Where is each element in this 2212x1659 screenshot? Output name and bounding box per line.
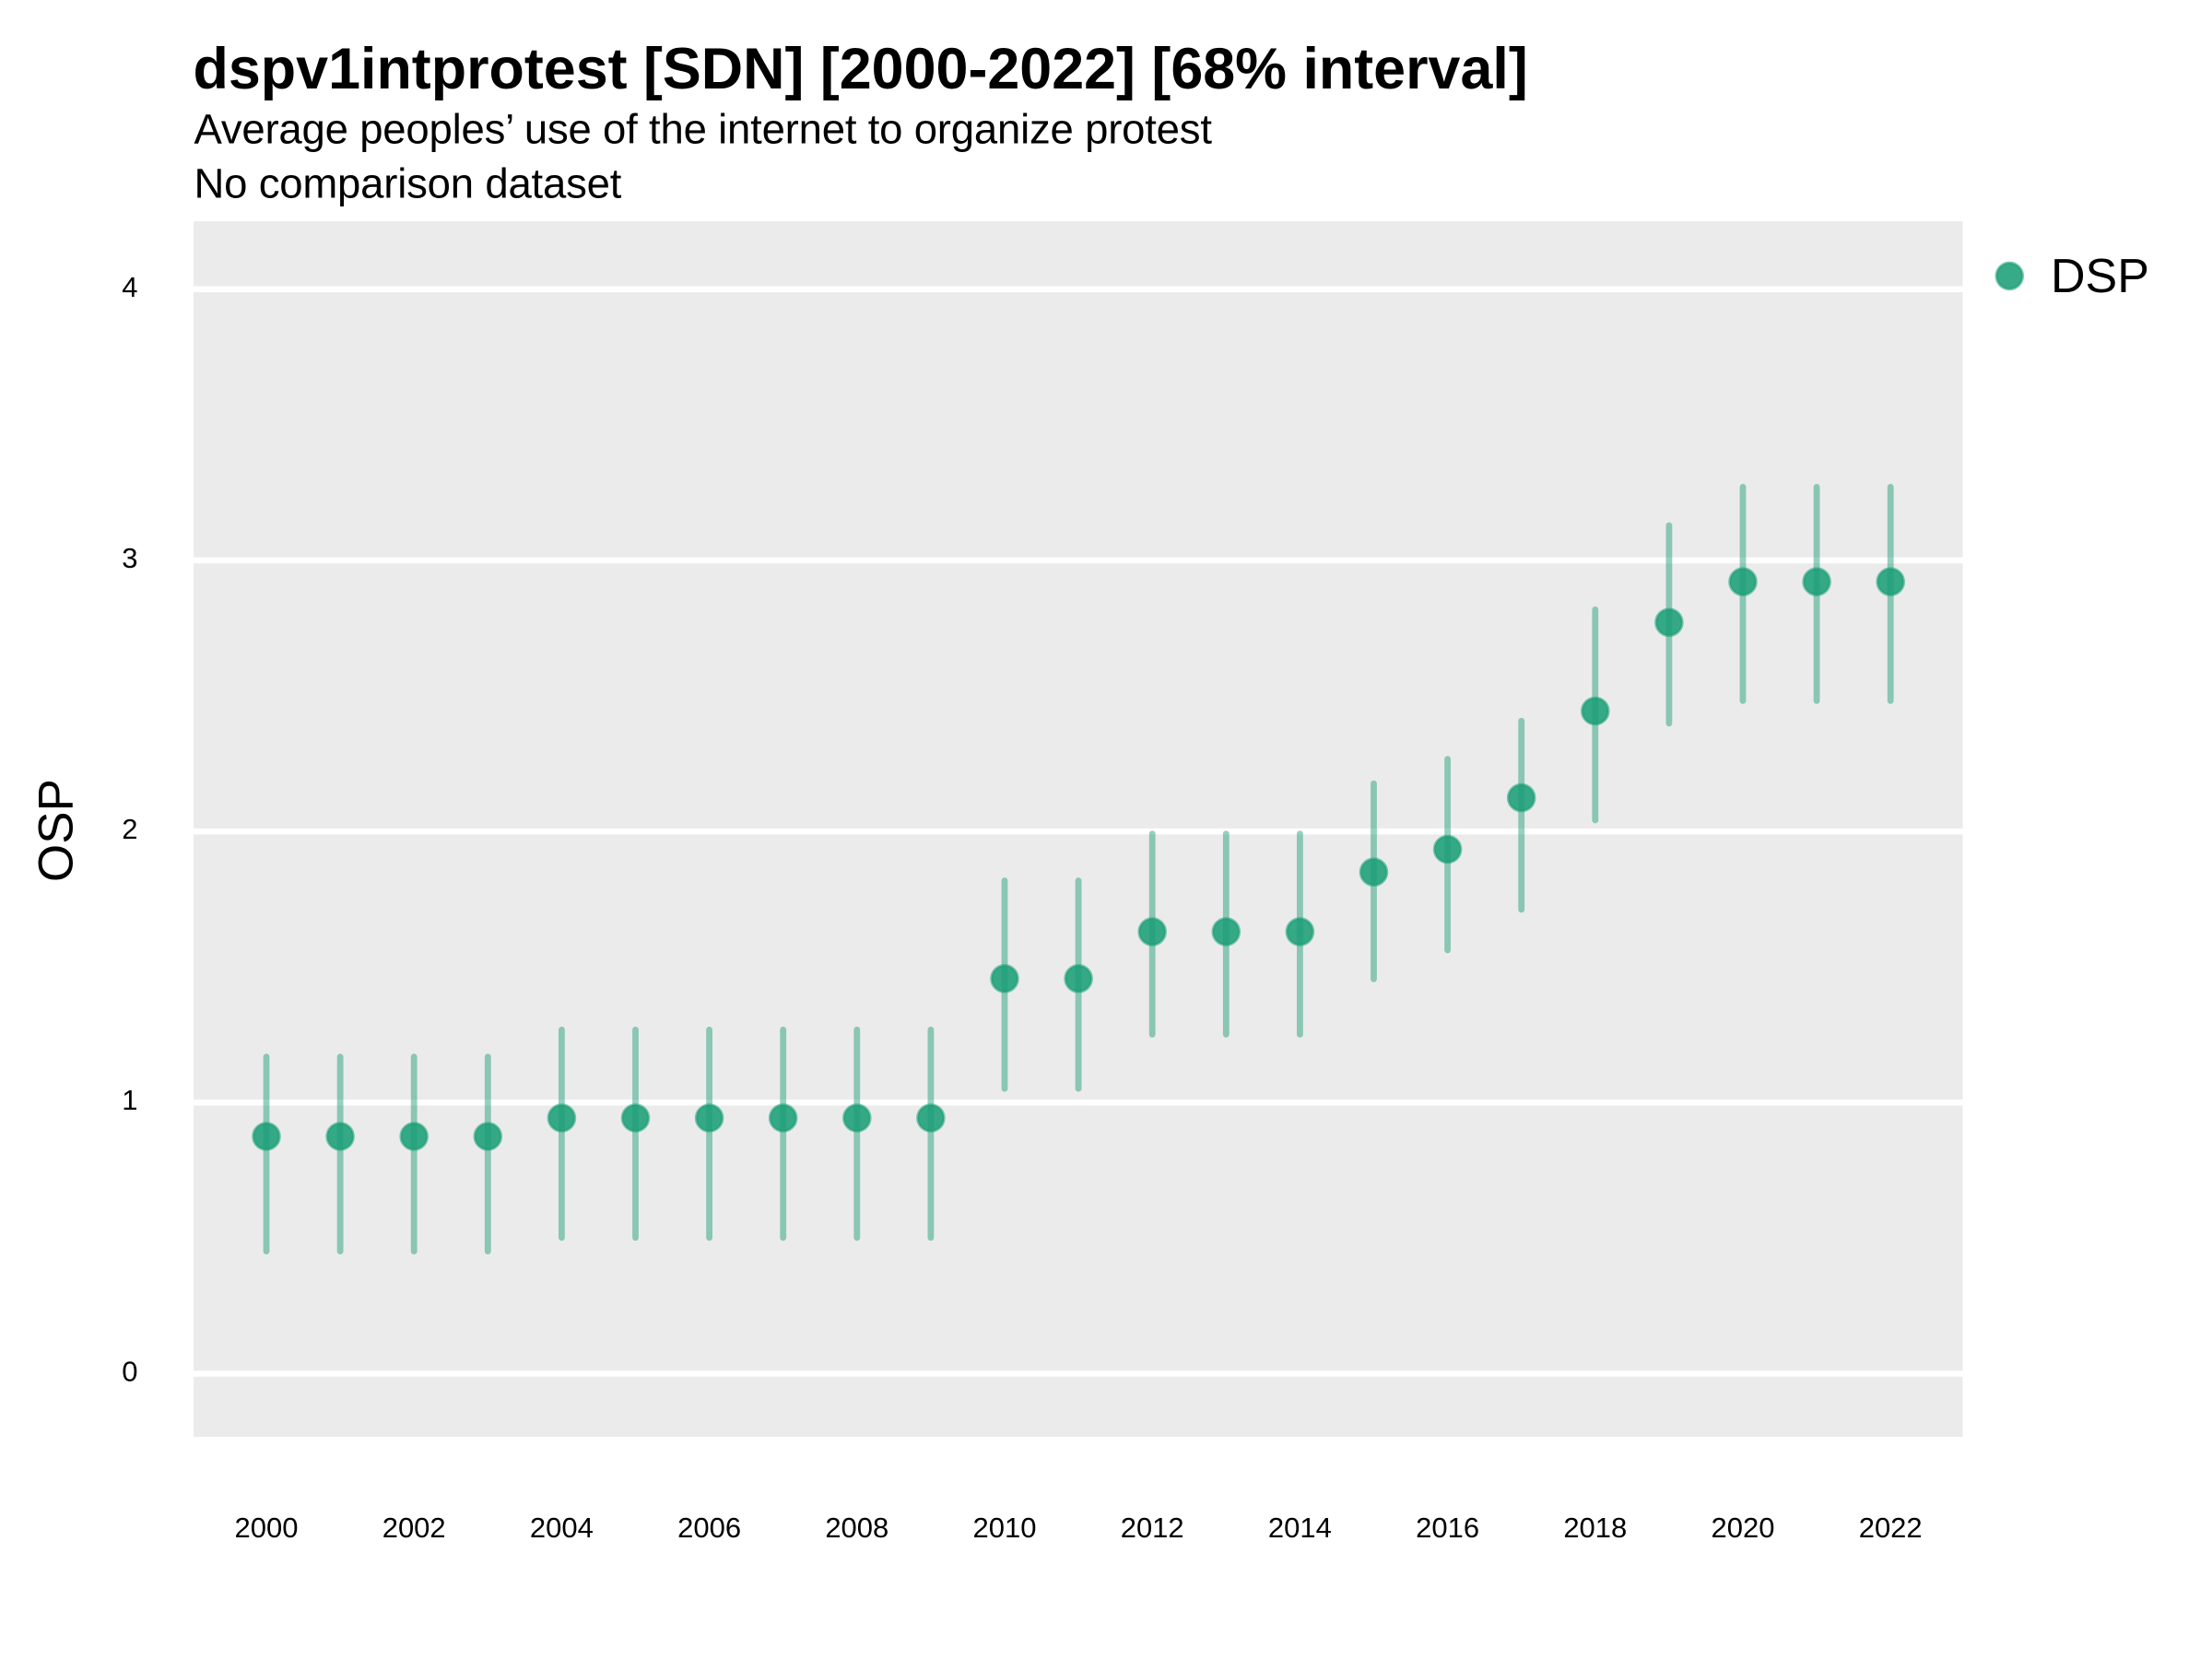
- svg-text:0: 0: [122, 1355, 137, 1387]
- svg-text:DSP: DSP: [2051, 250, 2149, 303]
- svg-text:1: 1: [122, 1084, 137, 1116]
- svg-text:2014: 2014: [1268, 1512, 1332, 1544]
- svg-text:2004: 2004: [530, 1512, 594, 1544]
- svg-text:2020: 2020: [1712, 1512, 1775, 1544]
- svg-text:2000: 2000: [235, 1512, 299, 1544]
- svg-text:Average peoples’ use of the in: Average peoples’ use of the internet to …: [194, 106, 1213, 153]
- svg-text:4: 4: [122, 271, 137, 303]
- svg-text:2: 2: [122, 813, 137, 845]
- svg-text:2022: 2022: [1859, 1512, 1923, 1544]
- svg-text:OSP: OSP: [29, 779, 84, 882]
- svg-text:2016: 2016: [1416, 1512, 1479, 1544]
- svg-text:No comparison dataset: No comparison dataset: [194, 160, 622, 207]
- svg-text:dspv1intprotest [SDN] [2000-20: dspv1intprotest [SDN] [2000-2022] [68% i…: [194, 37, 1528, 101]
- svg-text:2006: 2006: [677, 1512, 741, 1544]
- svg-text:2002: 2002: [382, 1512, 446, 1544]
- svg-text:2008: 2008: [825, 1512, 888, 1544]
- svg-text:2018: 2018: [1563, 1512, 1627, 1544]
- svg-text:2012: 2012: [1121, 1512, 1184, 1544]
- svg-text:2010: 2010: [973, 1512, 1037, 1544]
- svg-text:3: 3: [122, 542, 137, 574]
